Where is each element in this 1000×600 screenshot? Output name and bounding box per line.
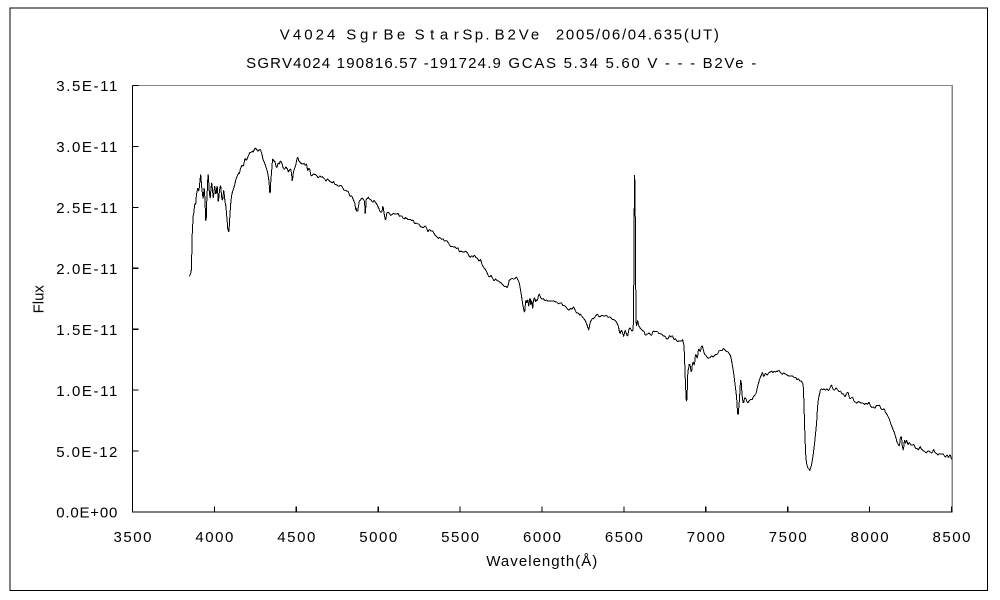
svg-text:5000: 5000 (359, 529, 397, 546)
svg-text:3.0E-11: 3.0E-11 (56, 139, 117, 156)
svg-text:SGRV4024 190816.57 -191724.9: SGRV4024 190816.57 -191724.9 (246, 55, 501, 72)
svg-text:1.0E-11: 1.0E-11 (56, 383, 117, 400)
svg-text:5500: 5500 (441, 529, 479, 546)
svg-text:Sgr: Sgr (346, 27, 377, 44)
svg-text:Flux: Flux (31, 285, 48, 314)
svg-text:6500: 6500 (605, 529, 643, 546)
svg-text:Wavelength(Å): Wavelength(Å) (486, 553, 597, 570)
svg-text:3.5E-11: 3.5E-11 (56, 78, 117, 95)
svg-text:6000: 6000 (523, 529, 561, 546)
svg-text:5.0E-12: 5.0E-12 (56, 444, 117, 461)
svg-text:4500: 4500 (277, 529, 315, 546)
svg-text:2005/06/04.635(UT): 2005/06/04.635(UT) (556, 27, 719, 44)
svg-text:8500: 8500 (933, 529, 971, 546)
svg-text:1.5E-11: 1.5E-11 (56, 322, 117, 339)
svg-text:0.0E+00: 0.0E+00 (56, 505, 117, 522)
svg-text:V4024: V4024 (280, 27, 336, 44)
svg-text:2.5E-11: 2.5E-11 (56, 200, 117, 217)
svg-text:GCAS 5.34 5.60 V - - - B2Ve -: GCAS 5.34 5.60 V - - - B2Ve - (508, 55, 756, 72)
svg-text:3500: 3500 (114, 529, 152, 546)
svg-text:7000: 7000 (687, 529, 725, 546)
svg-text:8000: 8000 (851, 529, 889, 546)
svg-text:2.0E-11: 2.0E-11 (56, 261, 117, 278)
svg-text:7500: 7500 (769, 529, 807, 546)
svg-text:4000: 4000 (195, 529, 233, 546)
svg-text:Sp.: Sp. (462, 27, 489, 44)
